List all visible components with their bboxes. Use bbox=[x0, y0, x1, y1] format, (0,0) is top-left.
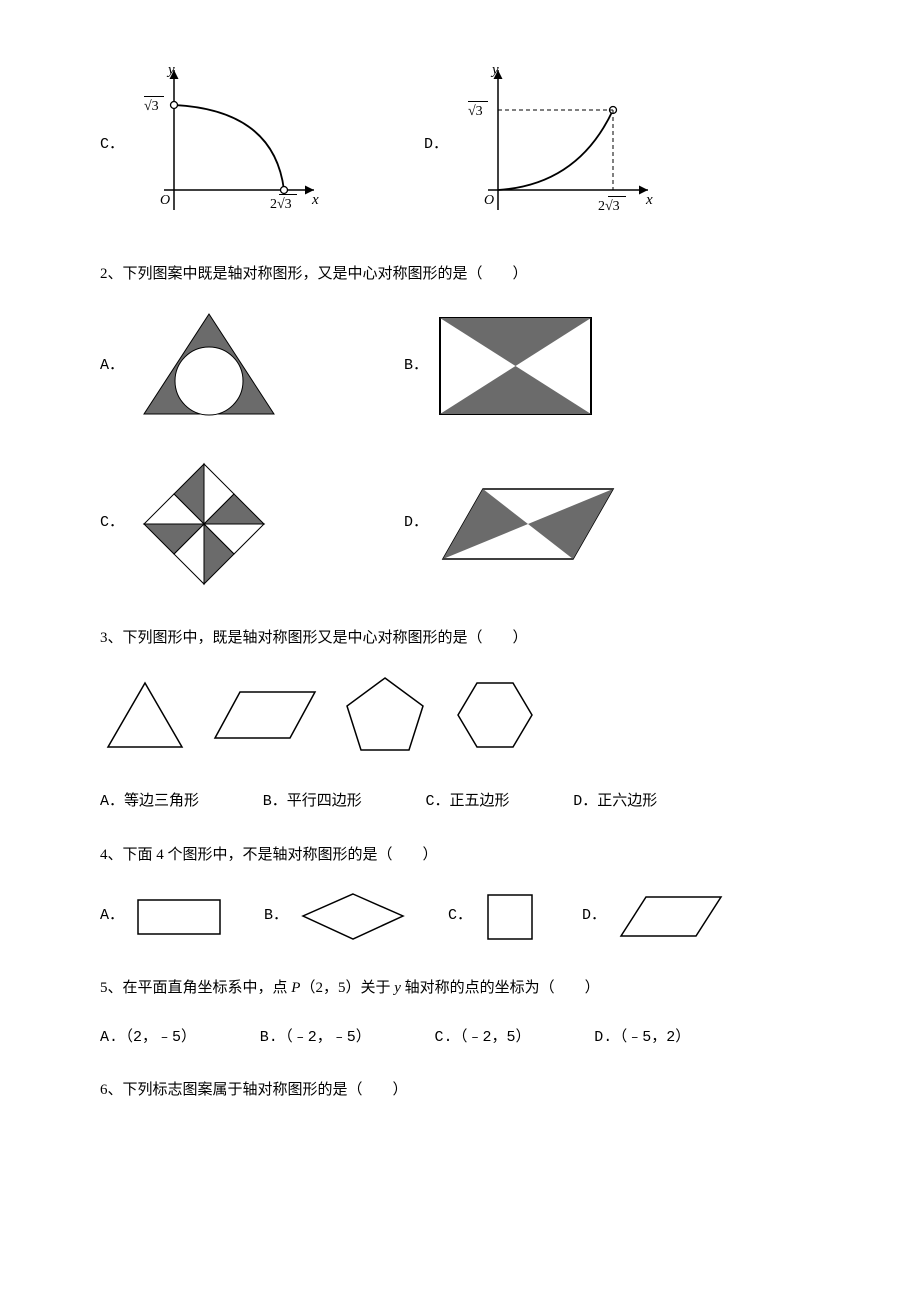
svg-text:O: O bbox=[160, 193, 170, 208]
q4-shape-rect bbox=[134, 892, 224, 942]
q6-text: 6、下列标志图案属于轴对称图形的是（ ） bbox=[100, 1076, 820, 1105]
q3-text: 3、下列图形中，既是轴对称图形又是中心对称图形的是（ ） bbox=[100, 624, 820, 653]
q3-option-b[interactable]: B．平行四边形 bbox=[263, 788, 362, 817]
option-label: D． bbox=[424, 131, 448, 160]
svg-text:x: x bbox=[645, 192, 653, 208]
q2-shape-d bbox=[438, 479, 618, 569]
q1-option-d[interactable]: D． y x O √3 2√3 bbox=[424, 60, 658, 230]
q3-options: A．等边三角形 B．平行四边形 C．正五边形 D．正六边形 bbox=[100, 787, 820, 817]
q2-shape-c bbox=[134, 454, 274, 594]
q3-shape-triangle bbox=[100, 675, 190, 755]
q4-option-d[interactable]: D． bbox=[582, 889, 726, 944]
q5-option-b[interactable]: B.（﹣2，﹣5） bbox=[260, 1024, 371, 1053]
q3-option-d[interactable]: D．正六边形 bbox=[573, 788, 657, 817]
q3-shape-hexagon bbox=[450, 675, 540, 755]
option-label: D． bbox=[582, 902, 606, 931]
q2-option-c[interactable]: C． bbox=[100, 454, 274, 594]
q5-suffix: 轴对称的点的坐标为（ ） bbox=[401, 980, 600, 996]
q4-options: A． B． C． D． bbox=[100, 889, 820, 944]
option-label: C． bbox=[448, 902, 472, 931]
q4-option-c[interactable]: C． bbox=[448, 889, 542, 944]
svg-text:x: x bbox=[311, 192, 319, 208]
q4-shape-rhombus bbox=[298, 889, 408, 944]
q1-option-c[interactable]: C． y x O √3 2√3 bbox=[100, 60, 324, 230]
q5-option-d[interactable]: D.（﹣5，2） bbox=[594, 1024, 690, 1053]
option-label: C． bbox=[100, 131, 124, 160]
option-label: B． bbox=[404, 352, 428, 381]
q3-shape-parallelogram bbox=[210, 680, 320, 750]
option-label: D． bbox=[404, 509, 428, 538]
svg-text:√3: √3 bbox=[468, 104, 483, 119]
q4-text: 4、下面 4 个图形中，不是轴对称图形的是（ ） bbox=[100, 841, 820, 870]
q2-option-a[interactable]: A． bbox=[100, 309, 284, 424]
q2-row-ab: A． B． bbox=[100, 309, 820, 424]
q4-option-a[interactable]: A． bbox=[100, 892, 224, 942]
option-label: B． bbox=[264, 902, 288, 931]
q2-shape-a bbox=[134, 309, 284, 424]
option-label: C． bbox=[100, 509, 124, 538]
q2-option-d[interactable]: D． bbox=[404, 479, 618, 569]
q2-shape-b bbox=[438, 316, 593, 416]
q5-option-a[interactable]: A.（2，﹣5） bbox=[100, 1024, 196, 1053]
q5-coords: （2，5）关于 bbox=[300, 980, 394, 996]
svg-text:2√3: 2√3 bbox=[598, 199, 620, 214]
svg-text:√3: √3 bbox=[144, 99, 159, 114]
q5-option-c[interactable]: C.（﹣2，5） bbox=[435, 1024, 531, 1053]
svg-text:y: y bbox=[166, 62, 175, 78]
q2-text: 2、下列图案中既是轴对称图形，又是中心对称图形的是（ ） bbox=[100, 260, 820, 289]
svg-text:y: y bbox=[490, 62, 499, 78]
svg-text:O: O bbox=[484, 193, 494, 208]
q5-prefix: 5、在平面直角坐标系中，点 bbox=[100, 980, 291, 996]
q4-option-b[interactable]: B． bbox=[264, 889, 408, 944]
svg-text:2√3: 2√3 bbox=[270, 197, 292, 212]
q5-y: y bbox=[394, 980, 401, 996]
q3-shapes bbox=[100, 672, 820, 757]
q2-row-cd: C． D． bbox=[100, 454, 820, 594]
q1-options-cd: C． y x O √3 2√3 D． bbox=[100, 60, 820, 230]
q5-options: A.（2，﹣5） B.（﹣2，﹣5） C.（﹣2，5） D.（﹣5，2） bbox=[100, 1023, 820, 1053]
q4-shape-square bbox=[482, 889, 542, 944]
q5-text: 5、在平面直角坐标系中，点 P（2，5）关于 y 轴对称的点的坐标为（ ） bbox=[100, 974, 820, 1003]
q2-option-b[interactable]: B． bbox=[404, 316, 593, 416]
option-label: A． bbox=[100, 352, 124, 381]
q3-option-c[interactable]: C．正五边形 bbox=[426, 788, 510, 817]
graph-d: y x O √3 2√3 bbox=[458, 60, 658, 230]
q3-shape-pentagon bbox=[340, 672, 430, 757]
option-label: A． bbox=[100, 902, 124, 931]
graph-c: y x O √3 2√3 bbox=[134, 60, 324, 230]
q3-option-a[interactable]: A．等边三角形 bbox=[100, 788, 199, 817]
q4-shape-parallelogram bbox=[616, 889, 726, 944]
